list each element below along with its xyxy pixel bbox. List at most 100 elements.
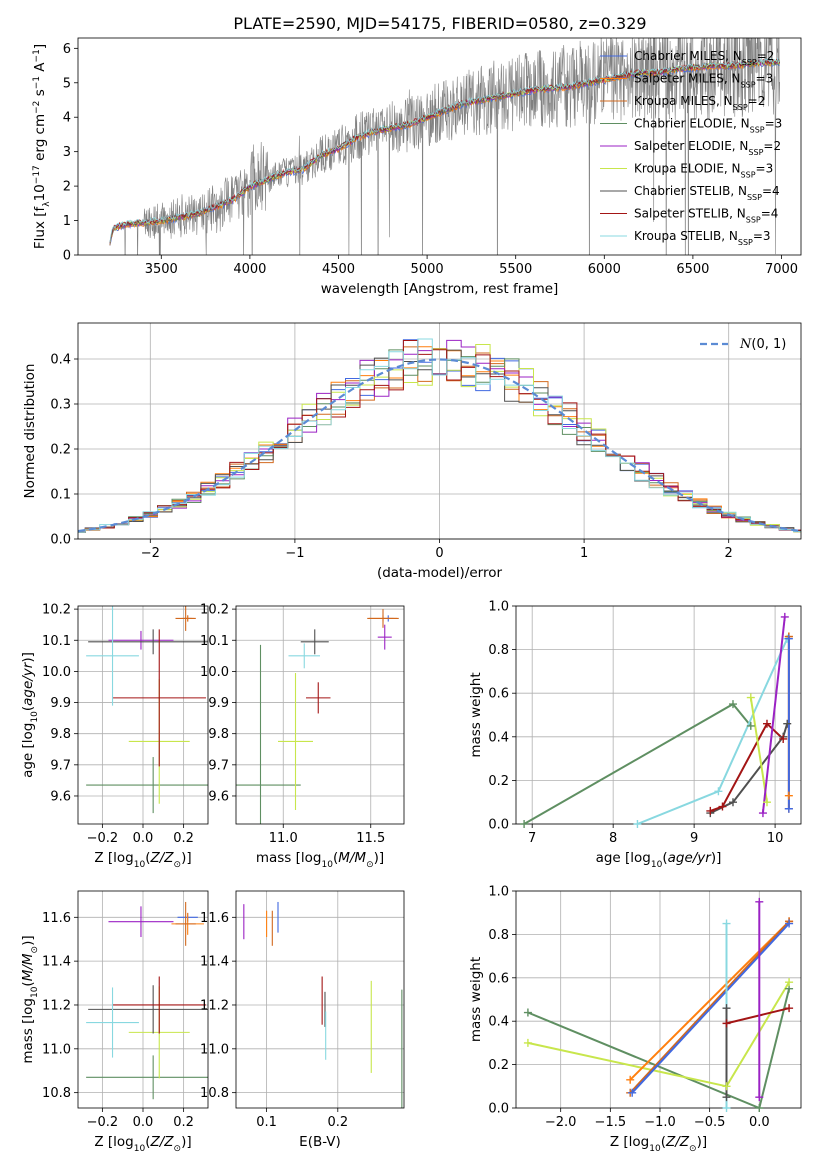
label-part: M/M: [338, 850, 366, 866]
plot-area: [109, 38, 781, 255]
x-axis-label: (data-model)/error: [377, 565, 503, 581]
label-part: =3: [756, 162, 774, 176]
y-tick-label: 0.4: [50, 353, 71, 368]
weight-marker: [722, 1104, 731, 1112]
label-part: SSP: [741, 80, 756, 89]
label-part: Salpeter ELODIE, N: [634, 139, 748, 153]
y-tick-label: 5: [63, 76, 71, 91]
y-tick-label: 10.0: [200, 665, 229, 680]
weight-line-kroupa-miles: [629, 920, 790, 1094]
model-spectrum-chabrier-stelib: [109, 58, 781, 244]
x-tick-label: −0.2: [87, 1115, 119, 1130]
weight-marker: [728, 798, 737, 807]
y-tick-label: 0: [63, 249, 71, 264]
plot-area: [527, 901, 791, 1108]
weight-marker: [628, 1088, 637, 1097]
legend-label: Salpeter MILES, NSSP=3: [634, 72, 773, 90]
label-part: ⊙: [30, 946, 40, 954]
label-part: (0, 1): [751, 337, 786, 352]
legend-label: Chabrier STELIB, NSSP=4: [634, 184, 780, 202]
weight-marker: [722, 1093, 731, 1102]
x-tick-label: −2.0: [545, 1115, 577, 1130]
panel-1: −2 −1 0 1 2 0.0 0.1 0.2 0.3 0.4 (data-model)/error…: [22, 322, 802, 581]
y-tick-label: 9.8: [208, 727, 229, 742]
weight-marker: [785, 978, 794, 987]
x-axis-label: Z [log10(Z/Z⊙)]: [94, 850, 191, 870]
x-tick-label: 9: [690, 831, 698, 846]
weight-marker: [722, 1019, 731, 1028]
weight-marker: [758, 809, 767, 818]
label-part: ⊙: [174, 1144, 182, 1154]
y-tick-label: 10.8: [42, 1086, 71, 1101]
label-part: age/yr: [668, 850, 713, 866]
y-tick-label: 10.2: [200, 603, 229, 618]
label-part: 10: [651, 860, 663, 870]
weight-marker: [746, 721, 755, 730]
plot-area: [78, 338, 801, 533]
weight-marker: [779, 734, 788, 743]
y-tick-label: 10.1: [42, 634, 71, 649]
y-tick-label: 10.1: [200, 634, 229, 649]
weight-marker: [626, 1075, 635, 1084]
label-part: −1: [32, 76, 42, 89]
x-tick-label: 3500: [145, 262, 178, 277]
label-part: N: [739, 337, 752, 352]
label-part: (: [333, 850, 338, 866]
label-part: erg cm: [32, 114, 48, 165]
label-part: Z [log: [94, 1134, 133, 1150]
weight-marker: [762, 719, 771, 728]
weight-marker: [523, 1038, 532, 1047]
y-tick-label: 2: [63, 180, 71, 195]
y-tick-label: 0.2: [50, 443, 71, 458]
y-axis-label: Normed distribution: [22, 364, 38, 499]
label-part: =4: [761, 207, 779, 221]
y-tick-label: 1.0: [488, 600, 509, 615]
y-tick-label: 9.7: [208, 758, 229, 773]
y-tick-label: 0.3: [50, 398, 71, 413]
label-part: 10: [134, 1144, 146, 1154]
weight-marker: [780, 612, 789, 621]
y-tick-label: 1.0: [488, 885, 509, 900]
label-part: Z [log: [94, 850, 133, 866]
weight-marker: [520, 820, 529, 828]
axes-frame: [77, 605, 209, 825]
x-axis-label: mass [log10(M/M⊙)]: [256, 850, 384, 870]
figure-title: PLATE=2590, MJD=54175, FIBERID=0580, z=0…: [233, 14, 646, 33]
weight-line-chabrier-miles: [631, 922, 790, 1094]
label-part: ⊙: [174, 860, 182, 870]
y-tick-label: 9.6: [208, 789, 229, 804]
label-part: )]: [20, 652, 36, 663]
y-tick-label: 0.0: [488, 1102, 509, 1117]
y-axis-label: mass [log10(M/M⊙)]: [20, 935, 40, 1063]
legend-label: Salpeter ELODIE, NSSP=2: [634, 139, 781, 157]
y-axis-label: age [log10(age/yr)]: [20, 652, 40, 778]
weight-marker: [755, 1093, 764, 1102]
y-tick-label: 6: [63, 42, 71, 57]
panel-7: −2.0 −1.5 −1.0 −0.5 0.0 0.0 0.2 0.4 0.6 0.8 1.0 Z […: [468, 885, 802, 1154]
label-part: (: [20, 706, 36, 711]
weight-line-salpeter-stelib: [709, 722, 784, 812]
x-tick-label: 0.1: [256, 1115, 277, 1130]
label-part: age [log: [20, 723, 36, 778]
x-axis-label: Z [log10(Z/Z⊙)]: [610, 1134, 707, 1154]
x-tick-label: −0.5: [694, 1115, 726, 1130]
label-part: SSP: [738, 238, 753, 247]
x-tick-label: 0.0: [133, 831, 154, 846]
axes-frame: [77, 322, 802, 540]
x-tick-label: 0.2: [327, 1115, 348, 1130]
weight-marker: [523, 1008, 532, 1017]
y-tick-label: 9.9: [208, 696, 229, 711]
x-tick-label: 7000: [765, 262, 798, 277]
y-tick-label: 0.4: [488, 1015, 509, 1030]
weight-line-salpeter-elodie: [761, 616, 786, 814]
label-part: mass [log: [20, 998, 36, 1064]
x-tick-label: 5500: [499, 262, 532, 277]
weight-marker: [783, 719, 792, 728]
label-part: (: [20, 981, 36, 986]
weight-line-kroupa-elodie: [749, 697, 768, 803]
y-tick-label: 11.2: [200, 998, 229, 1013]
axes-frame: [77, 37, 802, 256]
x-tick-label: 5000: [411, 262, 444, 277]
x-tick-label: 1: [580, 546, 588, 561]
